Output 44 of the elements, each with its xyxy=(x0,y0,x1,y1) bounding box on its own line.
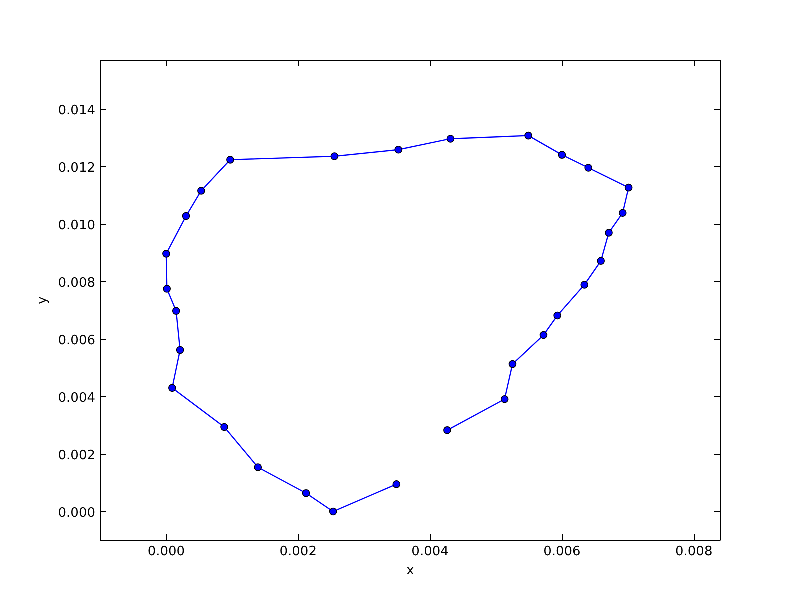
point xyxy=(220,423,228,432)
point xyxy=(163,285,172,293)
point xyxy=(168,384,176,392)
point xyxy=(302,489,310,498)
x-tick-label: 0.002 xyxy=(280,544,317,560)
point xyxy=(162,250,170,258)
point xyxy=(584,164,592,172)
point xyxy=(446,135,455,143)
y-tick-label: 0.012 xyxy=(58,160,96,176)
point xyxy=(176,346,184,354)
point xyxy=(254,464,262,472)
point xyxy=(558,151,566,159)
x-tick-label: 0.000 xyxy=(148,544,186,560)
point xyxy=(618,209,627,218)
point xyxy=(597,257,606,266)
point xyxy=(540,331,548,340)
point xyxy=(226,156,234,164)
point xyxy=(624,184,633,192)
point xyxy=(554,312,562,320)
x-axis-title: x xyxy=(406,564,415,578)
y-tick-label: 0.000 xyxy=(58,506,96,521)
point xyxy=(580,281,589,289)
point xyxy=(329,508,338,516)
y-tick-label: 0.010 xyxy=(58,218,96,234)
y-tick-label: 0.002 xyxy=(58,448,96,464)
y-tick-label: 0.004 xyxy=(58,390,96,406)
y-tick-label: 0.014 xyxy=(58,103,96,118)
point xyxy=(198,187,206,195)
point xyxy=(330,152,339,160)
y-axis-title: y xyxy=(35,296,50,304)
y-tick-label: 0.006 xyxy=(58,333,96,348)
point xyxy=(508,360,517,368)
point xyxy=(182,212,190,220)
x-tick-label: 0.004 xyxy=(412,544,449,560)
point xyxy=(172,307,180,316)
point xyxy=(394,146,403,154)
x-tick-label: 0.006 xyxy=(544,544,581,560)
point xyxy=(500,395,509,404)
point xyxy=(524,132,532,140)
point xyxy=(444,426,452,434)
y-tick-label: 0.008 xyxy=(58,276,96,291)
x-tick-label: 0.008 xyxy=(676,544,713,560)
point xyxy=(605,229,613,237)
point xyxy=(392,480,401,488)
